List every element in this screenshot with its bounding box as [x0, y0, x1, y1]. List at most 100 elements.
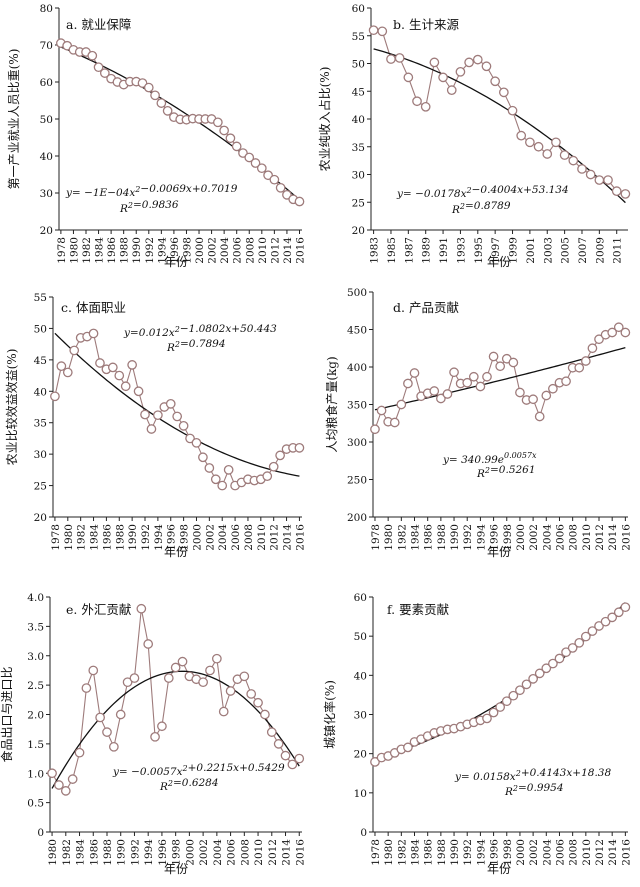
- data-point: [120, 381, 131, 392]
- y-tick-label: 30: [40, 188, 53, 200]
- data-point: [370, 424, 380, 435]
- y-tick-label: 40: [352, 114, 365, 126]
- y-tick-label: 70: [40, 40, 53, 52]
- data-point: [198, 677, 208, 688]
- y-tick-label: 30: [352, 170, 365, 182]
- x-tick-label: 1992: [462, 839, 474, 866]
- x-tick-label: 1996: [489, 839, 501, 866]
- data-point: [594, 621, 604, 631]
- panel-title: c. 体面职业: [61, 300, 126, 315]
- x-tick-label: 1978: [50, 524, 62, 551]
- data-point: [394, 53, 405, 63]
- data-point: [129, 673, 140, 683]
- data-point: [219, 125, 229, 136]
- x-tick-label: 2000: [515, 839, 527, 866]
- data-point: [280, 750, 291, 761]
- x-tick-label: 1998: [502, 524, 514, 551]
- y-tick-label: 1.0: [27, 768, 44, 780]
- data-point: [551, 137, 561, 148]
- x-tick-label: 2008: [239, 839, 251, 866]
- x-tick-label: 2006: [230, 524, 242, 551]
- data-point: [580, 356, 591, 366]
- data-point: [429, 386, 440, 396]
- data-point: [603, 175, 613, 185]
- y-tick-label: 55: [34, 292, 47, 304]
- panel-title: b. 生计来源: [393, 17, 459, 32]
- x-tick-label: 1988: [119, 237, 131, 264]
- x-tick-label: 1988: [436, 524, 448, 551]
- data-point: [620, 189, 631, 199]
- data-point: [554, 653, 565, 664]
- data-point: [482, 713, 492, 724]
- x-tick-label: 1988: [102, 839, 114, 866]
- x-tick-label: 1996: [166, 524, 178, 551]
- x-tick-label: 2010: [253, 839, 265, 866]
- x-tick-label: 1984: [94, 237, 106, 264]
- data-point: [250, 158, 261, 168]
- data-point: [429, 57, 440, 68]
- data-point: [594, 175, 605, 185]
- data-point: [260, 709, 270, 720]
- data-point: [204, 463, 215, 473]
- x-axis-label: 年份: [164, 862, 188, 876]
- data-point: [146, 424, 157, 434]
- x-tick-label: 1980: [63, 524, 75, 551]
- data-point: [162, 106, 173, 116]
- data-point: [585, 169, 596, 180]
- data-point: [170, 662, 181, 673]
- x-tick-label: 1982: [396, 839, 408, 866]
- data-point: [587, 626, 598, 636]
- data-point: [115, 709, 126, 720]
- panel-title: f. 要素贡献: [387, 602, 449, 617]
- x-tick-label: 2012: [269, 237, 281, 264]
- data-point: [198, 452, 208, 463]
- data-point: [396, 399, 407, 410]
- x-tick-label: 1996: [157, 839, 169, 866]
- data-point: [225, 686, 236, 696]
- data-point: [541, 390, 552, 401]
- data-point: [376, 405, 387, 416]
- data-point: [561, 647, 571, 658]
- x-tick-label: 1992: [140, 524, 152, 551]
- y-tick-label: 500: [347, 287, 367, 299]
- x-tick-label: 2006: [554, 839, 566, 866]
- data-point: [455, 66, 466, 77]
- r-squared-label: R2=0.5261: [476, 464, 536, 480]
- data-point: [508, 690, 519, 701]
- data-point: [542, 149, 553, 159]
- y-tick-label: 0.5: [27, 798, 44, 810]
- r-squared-label: R2=0.9836: [119, 199, 179, 215]
- x-tick-label: 1996: [169, 237, 181, 264]
- trend-line: [373, 48, 626, 204]
- y-tick-label: 50: [354, 631, 367, 643]
- x-tick-label: 1995: [473, 237, 485, 264]
- y-axis-label: 农业纯收入占比(%): [317, 67, 332, 172]
- data-point: [287, 759, 298, 770]
- x-tick-label: 1985: [386, 237, 398, 264]
- x-tick-label: 1994: [156, 237, 168, 264]
- x-tick-label: 1989: [421, 237, 433, 264]
- data-point: [574, 362, 585, 373]
- y-tick-label: 400: [347, 362, 367, 374]
- data-point: [403, 72, 414, 83]
- data-point: [268, 461, 279, 472]
- x-tick-label: 1998: [179, 524, 191, 551]
- data-point: [47, 768, 57, 779]
- data-point: [449, 367, 459, 378]
- data-point: [56, 361, 67, 371]
- data-point: [269, 174, 280, 185]
- x-tick-label: 2014: [607, 524, 619, 551]
- data-point: [607, 327, 618, 338]
- x-tick-label: 1994: [153, 524, 165, 551]
- data-point: [273, 739, 284, 749]
- x-tick-label: 2000: [191, 524, 203, 551]
- x-tick-label: 2002: [207, 237, 219, 264]
- data-point: [163, 673, 174, 683]
- data-point: [561, 376, 571, 387]
- y-axis-label: 第一产业就业人员比重(%): [7, 49, 21, 190]
- y-tick-label: 60: [354, 592, 367, 604]
- data-point: [143, 82, 154, 93]
- data-point: [69, 345, 80, 356]
- data-point: [266, 727, 277, 737]
